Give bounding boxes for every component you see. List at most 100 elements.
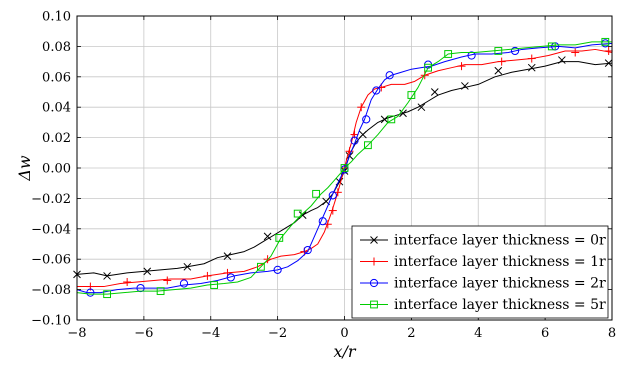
data-point <box>527 63 536 72</box>
data-point <box>328 191 337 200</box>
data-point <box>407 91 416 99</box>
y-tick-label: −0.02 <box>31 192 71 207</box>
y-tick-label: 0.08 <box>42 40 71 55</box>
y-tick-label: 0.00 <box>42 162 71 177</box>
data-point <box>527 54 536 63</box>
data-point <box>263 232 272 241</box>
data-point <box>461 82 469 90</box>
y-tick-label: −0.04 <box>31 222 71 237</box>
data-point <box>387 115 396 124</box>
data-point <box>604 59 613 67</box>
data-point <box>303 245 312 255</box>
data-point <box>183 262 192 271</box>
legend-label: interface layer thickness = 0r <box>394 233 606 249</box>
y-tick-label: −0.08 <box>31 283 71 298</box>
data-point <box>494 66 503 75</box>
series-line <box>76 42 613 294</box>
data-point <box>357 103 366 112</box>
legend-box <box>351 225 609 319</box>
data-point <box>328 206 337 215</box>
data-point <box>123 278 132 286</box>
legend-entry: interface layer thickness = 2r <box>360 276 606 292</box>
axis-ticks: −8 −6 −4 −2 0 2 4 6 8 −0.10 −0.08 −0.06 −0.04 −0.02 0.… <box>31 10 616 342</box>
x-axis-label: x/r <box>333 342 356 361</box>
legend: interface layer thickness = 0r interface … <box>351 225 609 319</box>
data-point <box>103 290 111 299</box>
data-point <box>210 281 218 289</box>
legend-entry: interface layer thickness = 0r <box>360 233 606 249</box>
x-tick-label: 2 <box>407 326 415 341</box>
x-tick-label: −2 <box>268 326 287 341</box>
x-tick-label: −6 <box>134 326 153 341</box>
legend-entry: interface layer thickness = 1r <box>360 254 606 270</box>
data-point <box>143 267 152 276</box>
data-point <box>430 88 439 96</box>
x-tick-label: 0 <box>340 326 348 341</box>
x-tick-label: 4 <box>474 326 482 341</box>
data-point <box>257 262 265 271</box>
y-tick-label: 0.10 <box>42 10 71 25</box>
data-point <box>273 265 282 274</box>
legend-label: interface layer thickness = 2r <box>394 276 606 292</box>
data-point <box>372 86 381 95</box>
data-point <box>340 164 349 172</box>
data-point <box>601 37 610 46</box>
legend-marker <box>370 236 378 244</box>
x-tick-label: 6 <box>541 326 549 341</box>
legend-marker <box>370 257 378 266</box>
legend-label: interface layer thickness = 5r <box>394 297 606 313</box>
series-3 <box>76 37 612 299</box>
legend-marker <box>370 300 378 309</box>
data-point <box>312 189 320 198</box>
data-point <box>467 51 476 60</box>
data-point <box>417 103 426 112</box>
data-point <box>380 115 389 124</box>
series-line <box>77 48 613 288</box>
legend-label: interface layer thickness = 1r <box>394 254 606 270</box>
x-tick-label: 8 <box>608 326 616 341</box>
legend-entry: interface layer thickness = 5r <box>360 297 606 313</box>
data-point <box>457 62 466 71</box>
data-point <box>604 46 613 55</box>
legend-marker <box>369 278 379 288</box>
y-tick-label: 0.02 <box>42 131 71 146</box>
y-tick-label: −0.06 <box>31 253 71 268</box>
data-point <box>163 276 172 285</box>
data-point <box>293 209 302 218</box>
x-tick-label: −4 <box>201 326 220 341</box>
data-point <box>179 279 189 288</box>
y-tick-label: −0.10 <box>31 314 71 329</box>
series-line <box>76 41 612 295</box>
data-point <box>399 109 407 118</box>
plot-series <box>73 37 613 299</box>
data-point <box>494 47 503 55</box>
data-point <box>571 48 580 57</box>
data-point <box>547 42 556 51</box>
data-point <box>350 136 359 145</box>
data-point <box>359 130 367 139</box>
data-point <box>318 217 327 226</box>
y-tick-label: 0.06 <box>42 70 71 85</box>
data-point <box>444 50 453 58</box>
data-point <box>226 273 235 282</box>
data-point <box>156 287 165 296</box>
data-point <box>86 288 95 297</box>
data-point <box>345 147 354 156</box>
data-point <box>424 63 432 72</box>
x-tick-label: −8 <box>67 326 86 341</box>
data-point <box>103 272 111 280</box>
data-point <box>362 115 371 124</box>
y-tick-label: 0.04 <box>42 101 71 116</box>
y-axis-label: Δw <box>15 155 34 182</box>
data-point <box>385 71 394 80</box>
data-point <box>223 252 232 261</box>
data-point <box>510 46 520 56</box>
data-point <box>298 211 307 219</box>
data-point <box>497 57 506 66</box>
data-point <box>364 141 372 150</box>
data-point <box>136 283 145 293</box>
data-point <box>203 271 212 280</box>
data-point <box>557 56 566 64</box>
data-point <box>275 234 284 242</box>
